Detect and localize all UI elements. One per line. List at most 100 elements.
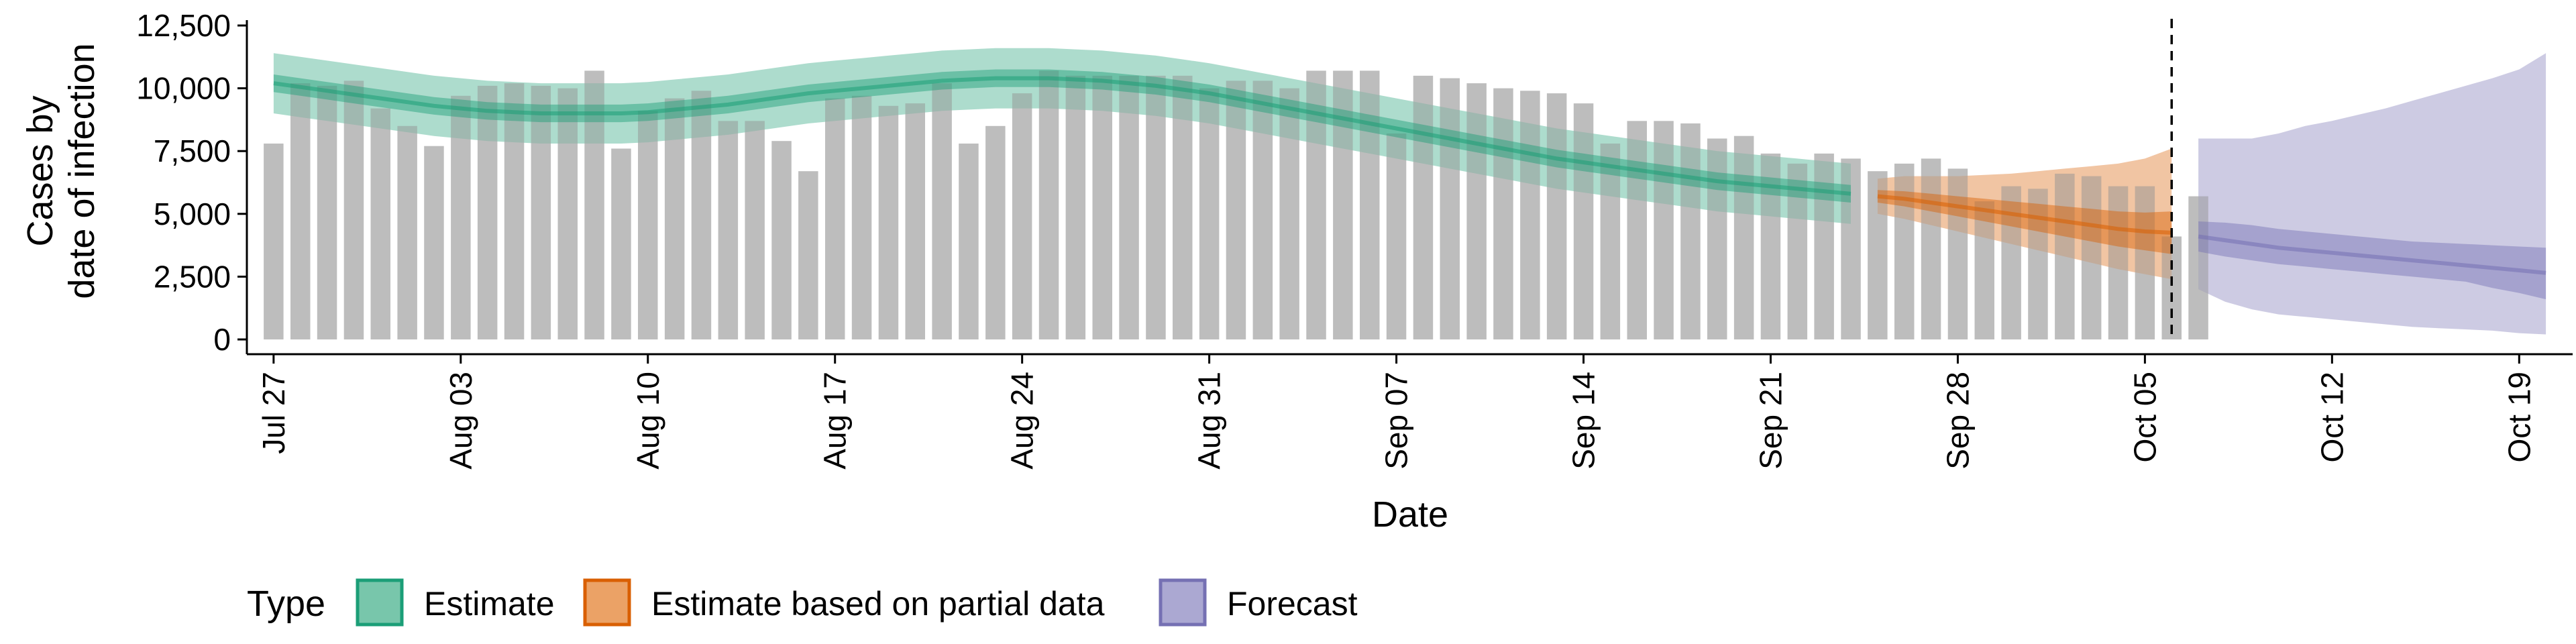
case-bar [1947,168,1968,339]
case-bar [745,121,765,340]
case-bar [1546,93,1567,339]
case-bar [290,83,311,339]
case-bar [798,171,818,339]
x-tick-label: Oct 05 [2127,372,2162,463]
case-bar [504,83,525,339]
x-tick-label: Sep 07 [1379,372,1414,470]
case-bar [2135,186,2155,339]
y-tick-label: 12,500 [136,8,231,43]
case-bar [2161,236,2182,339]
case-bar [1440,78,1460,339]
case-bar [1733,136,1754,339]
x-tick-label: Aug 31 [1192,372,1227,470]
case-bar [264,144,284,339]
case-bar [1065,75,1086,340]
legend-item-forecast: Forecast [1159,578,1358,627]
case-bar [1092,75,1112,340]
case-bar [664,98,685,339]
case-bar [1413,75,1434,340]
overlay-layer [273,19,2546,341]
case-bar [557,88,578,339]
case-bar [1146,75,1166,340]
case-bar [1252,80,1273,340]
estimate-inner-band [273,69,1851,203]
case-bar [370,108,390,339]
case-bar [2188,196,2208,339]
case-bar [1119,75,1139,340]
x-tick-label: Aug 24 [1005,372,1040,470]
case-bar [2028,189,2048,339]
case-bar [1466,83,1487,339]
case-bar [1680,123,1701,339]
legend-label-estimate-based-on-partial-data: Estimate based on partial data [651,585,1105,623]
case-bar [397,125,417,340]
axes-layer: 0 2,500 5,000 7,500 10,000 12,500 Jul 27 Aug 03… [136,8,2573,470]
forecast-inner-band [2198,221,2546,300]
case-bar [1814,153,1834,339]
x-tick-label: Aug 17 [818,372,853,470]
case-bar [2108,186,2129,339]
case-bar [1493,88,1513,339]
x-axis-title: Date [1372,494,1448,535]
case-bar [1386,133,1407,339]
case-bar [771,141,792,339]
case-bar [718,121,739,340]
case-bar [424,146,444,339]
case-bar [1012,93,1032,339]
x-tick-label: Sep 21 [1754,372,1788,470]
y-tick-label: 0 [213,322,231,357]
y-tick-label: 10,000 [136,71,231,106]
y-tick-label: 2,500 [154,259,231,294]
case-bar [1226,80,1246,340]
legend: Type Estimate Estimate based on partial d… [247,578,1358,627]
case-bar [1707,138,1727,339]
y-axis-title-line2: date of infection [62,43,102,299]
estimate-median-line [273,76,1851,196]
case-bar [584,70,604,340]
case-bar [1921,158,1941,339]
legend-key-estimate [356,578,404,627]
case-bar [317,85,337,340]
legend-key-forecast [1159,578,1207,627]
estimate-outer-band-overlay [273,48,1851,224]
case-bar [1038,70,1059,340]
forecast-outer-band-overlay [2198,53,2546,335]
case-bar [985,125,1006,340]
y-tick-label: 7,500 [154,133,231,168]
case-bar [825,98,845,339]
case-bar [1868,171,1888,339]
estimate-outer-band [273,48,1851,224]
x-tick-label: Jul 27 [256,372,291,454]
x-tick-label: Sep 28 [1940,372,1975,470]
x-tick-label: Oct 12 [2314,372,2349,463]
case-bar [451,95,471,340]
y-axis-title-line1: Cases by [20,95,60,246]
case-bar [1520,91,1540,340]
x-tick-label: Oct 19 [2502,372,2536,463]
case-bar [932,83,952,339]
x-tick-label: Aug 03 [443,372,478,470]
case-bar [1654,121,1674,340]
case-bar [531,85,551,340]
case-bar [878,105,899,340]
case-bar [1974,201,1994,339]
legend-key-estimate-based-on-partial-data [583,578,631,627]
case-bar [1199,88,1220,339]
case-bar [638,111,658,340]
case-bar [1173,75,1193,340]
legend-label-estimate: Estimate [424,585,555,623]
case-bar [905,103,925,339]
legend-item-estimate: Estimate [356,578,555,627]
case-bar [1894,163,1915,339]
case-bar [2055,173,2075,339]
case-bar [2081,176,2102,339]
case-bar [1841,158,1861,339]
case-bar [851,95,872,340]
case-bar [1573,103,1594,339]
case-bar [477,85,498,340]
estimate-based-on-partial-data-median-line [1877,194,2172,235]
case-bar [1360,70,1380,340]
case-bar [1787,163,1808,339]
case-bar [959,144,979,339]
case-bar [1627,121,1647,340]
